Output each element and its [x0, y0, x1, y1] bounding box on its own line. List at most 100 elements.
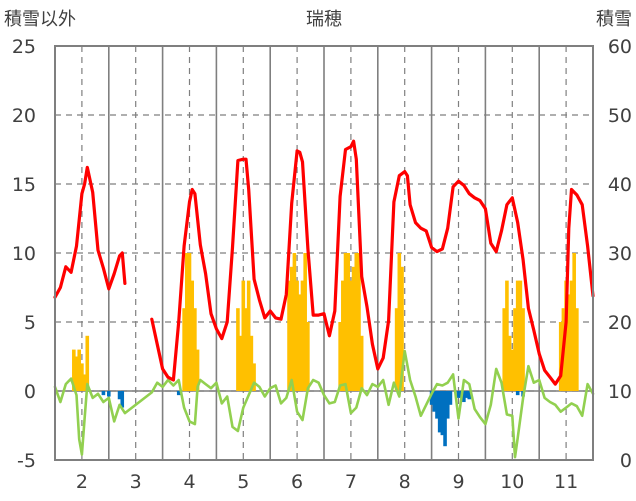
bar-mark [558, 322, 563, 391]
red-series-line [150, 139, 595, 386]
bar-mark [120, 391, 125, 408]
bar-mark [510, 349, 515, 391]
bar-mark [187, 253, 192, 391]
y-left-tick-label: 5 [24, 312, 36, 334]
bar-mark [292, 253, 297, 391]
x-tick-label: 2 [76, 471, 88, 493]
bar-mark [300, 280, 305, 391]
x-tick-label: 5 [237, 471, 249, 493]
bar-mark [252, 363, 256, 391]
bar-mark [569, 280, 574, 391]
bar-mark [566, 294, 571, 391]
x-ticks: 2 3 4 5 6 7 8 9 10 11 [76, 471, 578, 493]
y-right-tick-label: 60 [608, 36, 632, 58]
y-left-tick-label: 0 [24, 381, 36, 403]
red-series-line [53, 165, 127, 299]
y-left-ticks: 25 20 15 10 5 0 -5 [12, 36, 36, 472]
bar-mark [357, 253, 361, 391]
bar-mark [518, 280, 523, 391]
bar-mark [101, 391, 106, 396]
green-series-line [53, 349, 595, 459]
bar-mark [572, 253, 576, 391]
bar-mark [306, 322, 310, 391]
bar-mark [289, 266, 294, 391]
bar-mark [464, 391, 469, 398]
bar-mark [443, 391, 447, 447]
y-left-tick-label: 20 [12, 105, 36, 127]
bar-mark [521, 308, 525, 391]
bar-mark [236, 308, 240, 391]
bar-mark [354, 253, 359, 391]
bar-mark [394, 308, 399, 391]
right-axis-label: 積雪 [596, 9, 632, 30]
bar-mark [117, 391, 122, 400]
bar-mark [338, 322, 342, 391]
y-left-tick-label: 25 [12, 36, 36, 58]
bar-mark [515, 280, 520, 391]
bar-mark [349, 280, 353, 391]
bar-mark [507, 335, 512, 391]
y-right-tick-label: 20 [608, 312, 632, 334]
bar-mark [80, 363, 84, 391]
bar-mark [297, 294, 302, 391]
y-left-tick-label: 10 [12, 243, 36, 265]
bar-mark [82, 374, 87, 391]
bar-mark [400, 266, 404, 391]
bar-mark [287, 280, 291, 391]
bar-mark [440, 391, 445, 436]
x-tick-label: 8 [399, 471, 411, 493]
bar-mark [241, 280, 246, 391]
bar-mark [456, 391, 461, 398]
y-right-tick-label: 30 [608, 243, 632, 265]
bar-mark [448, 391, 453, 405]
bar-mark [190, 280, 194, 391]
x-tick-label: 7 [345, 471, 357, 493]
x-tick-label: 9 [452, 471, 464, 493]
bar-mark [77, 349, 82, 391]
plot-frame [54, 45, 594, 461]
x-tick-label: 4 [183, 471, 195, 493]
bar-mark [513, 308, 517, 391]
bar-mark [295, 280, 299, 391]
bar-mark [246, 280, 251, 391]
bar-mark [429, 391, 434, 405]
bar-mark [467, 391, 472, 400]
x-tick-label: 6 [291, 471, 303, 493]
bar-mark [437, 391, 442, 433]
bar-mark [435, 391, 439, 419]
bar-mark [85, 335, 90, 391]
line-series [53, 139, 595, 459]
chart-title: 瑞穂 [306, 9, 342, 30]
bar-mark [502, 308, 507, 391]
bar-mark [303, 253, 307, 391]
bar-mark [575, 308, 579, 391]
x-tick-label: 3 [130, 471, 142, 493]
bar-mark [249, 335, 254, 391]
bar-mark [432, 391, 437, 412]
left-axis-label: 積雪以外 [4, 9, 76, 30]
y-left-tick-label: 15 [12, 174, 36, 196]
bar-series [72, 253, 579, 447]
y-right-tick-label: 40 [608, 174, 632, 196]
bar-mark [193, 308, 197, 391]
bar-mark [176, 391, 181, 396]
y-right-tick-label: 50 [608, 105, 632, 127]
bar-mark [351, 266, 356, 391]
bar-mark [341, 280, 345, 391]
x-tick-label: 11 [554, 471, 578, 493]
bar-mark [359, 335, 364, 391]
x-tick-label: 10 [500, 471, 524, 493]
bar-mark [515, 391, 520, 396]
bar-mark [107, 391, 111, 397]
bar-mark [185, 253, 189, 391]
bar-mark [343, 253, 348, 391]
bar-mark [244, 308, 248, 391]
bar-mark [72, 349, 76, 391]
bar-mark [74, 356, 79, 391]
bar-mark [397, 253, 402, 391]
bar-mark [238, 335, 243, 391]
bar-mark [462, 391, 466, 403]
y-right-tick-label: 0 [620, 450, 632, 472]
